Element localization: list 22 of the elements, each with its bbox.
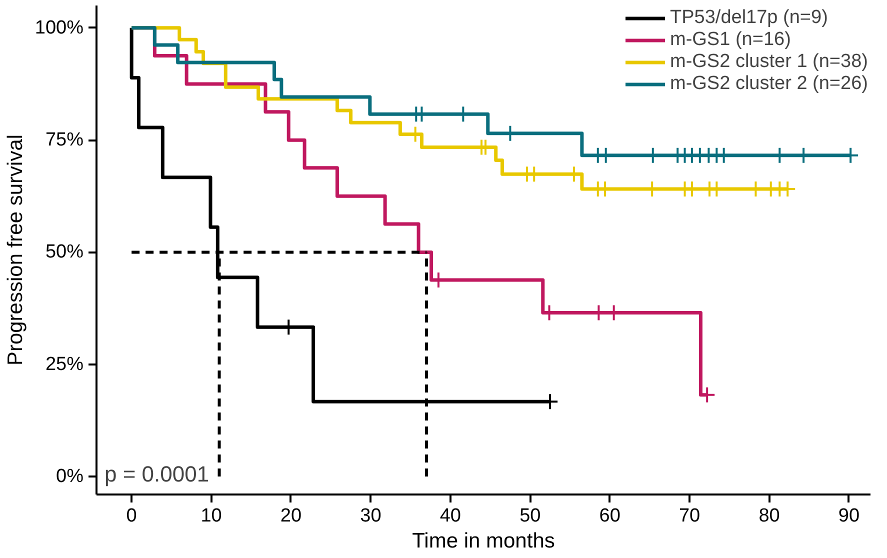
legend-label: TP53/del17p (n=9) (670, 7, 828, 29)
x-tick-label: 70 (678, 506, 700, 526)
x-tick-label: 40 (440, 506, 461, 526)
y-tick-label: 25% (45, 354, 84, 375)
x-axis-title: Time in months (412, 530, 555, 552)
y-tick-label: 50% (45, 242, 84, 263)
annotation: p = 0.0001 (104, 462, 210, 486)
x-tick-label: 80 (758, 506, 780, 526)
x-tick-label: 30 (360, 506, 382, 526)
y-tick-label: 75% (45, 130, 84, 151)
y-tick-label: 100% (34, 17, 84, 38)
x-tick-label: 90 (838, 506, 860, 526)
y-axis-title: Progression free survival (4, 134, 27, 366)
legend-label: m-GS2 cluster 2 (n=26) (670, 73, 868, 95)
x-tick-label: 20 (280, 506, 302, 526)
x-tick-label: 0 (126, 506, 137, 526)
x-tick-label: 10 (200, 506, 222, 526)
legend-label: m-GS2 cluster 1 (n=38) (670, 51, 868, 73)
x-tick-label: 60 (599, 506, 620, 526)
y-tick-label: 0% (56, 466, 84, 488)
legend-label: m-GS1 (n=16) (670, 29, 791, 51)
x-tick-label: 50 (520, 506, 541, 526)
